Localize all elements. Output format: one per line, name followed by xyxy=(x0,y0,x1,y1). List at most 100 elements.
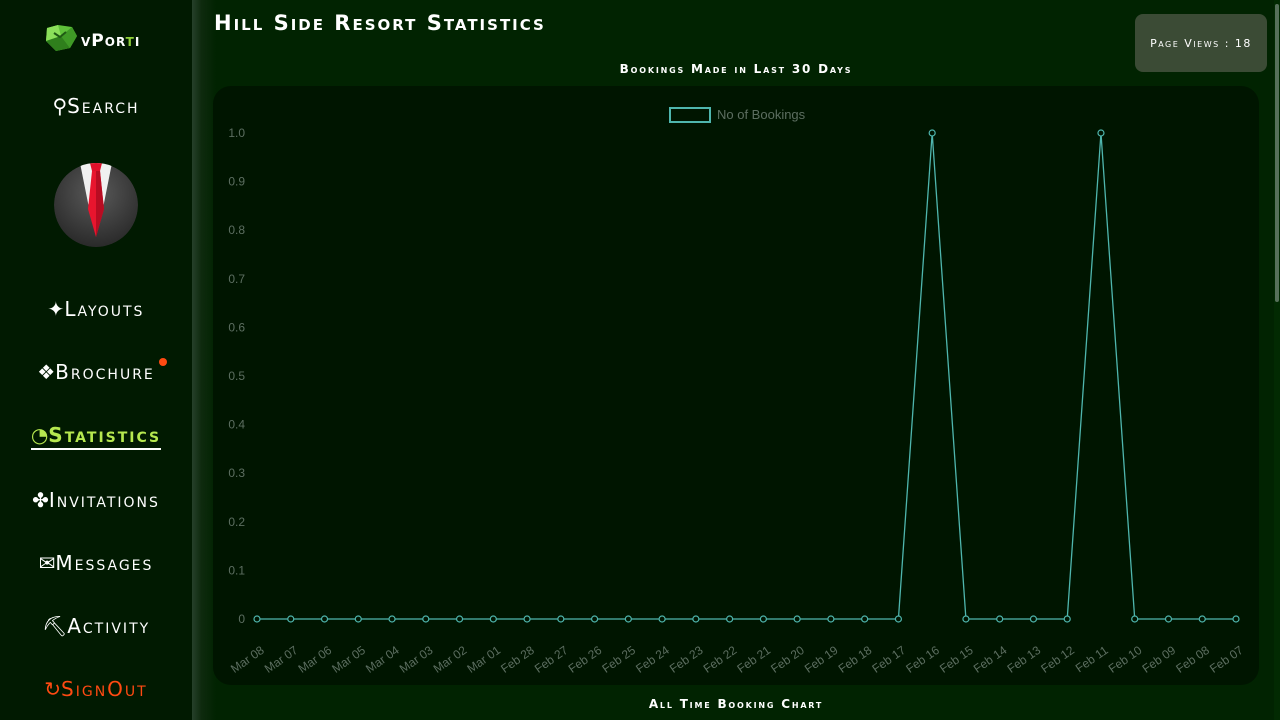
sidebar-item-search[interactable]: ⚲Search xyxy=(0,94,192,118)
data-point[interactable] xyxy=(692,615,700,623)
data-point[interactable] xyxy=(793,615,801,623)
x-tick-label: Feb 07 xyxy=(1207,643,1246,676)
data-point[interactable] xyxy=(253,615,261,623)
suit-avatar-icon xyxy=(54,163,138,247)
app-name: vPorti xyxy=(81,31,141,51)
data-point[interactable] xyxy=(320,615,329,623)
y-tick-label: 0 xyxy=(238,612,245,626)
x-tick-label: Feb 18 xyxy=(836,643,875,676)
x-tick-label: Mar 03 xyxy=(397,643,436,676)
y-tick-label: 0.6 xyxy=(228,320,245,334)
x-tick-label: Feb 20 xyxy=(768,643,807,676)
data-point[interactable] xyxy=(658,615,666,623)
gem-logo-icon xyxy=(46,25,77,51)
data-point[interactable] xyxy=(388,615,396,623)
x-tick-label: Mar 06 xyxy=(296,643,335,676)
scrollbar-thumb[interactable] xyxy=(1275,4,1279,302)
series-line xyxy=(257,132,1236,620)
data-point[interactable] xyxy=(1198,615,1206,623)
y-tick-label: 0.3 xyxy=(228,466,245,480)
sidebar-item-signout[interactable]: ↻SignOut xyxy=(0,677,192,701)
notification-dot xyxy=(159,358,167,366)
clover-icon: ✤ xyxy=(32,488,49,512)
x-tick-label: Feb 11 xyxy=(1073,643,1111,676)
bookings-chart-title: Bookings Made in Last 30 Days xyxy=(619,62,853,76)
x-tick-label: Feb 19 xyxy=(802,643,841,676)
data-point[interactable] xyxy=(1131,615,1139,623)
x-tick-label: Mar 05 xyxy=(329,643,368,676)
bookings-chart-panel: No of Bookings 0 0.1 0.2 0.3 0.4 0.5 0.6 0.7 0.8 0… xyxy=(213,86,1259,685)
sidebar-item-messages[interactable]: ✉Messages xyxy=(0,551,192,575)
legend-swatch xyxy=(669,107,711,123)
x-tick-label: Feb 16 xyxy=(903,643,942,676)
sidebar-item-label: Brochure xyxy=(55,360,155,384)
data-point[interactable] xyxy=(422,615,430,623)
x-tick-label: Mar 02 xyxy=(431,643,470,676)
app-logo[interactable]: vPorti xyxy=(44,20,140,56)
data-point[interactable] xyxy=(590,615,599,623)
x-tick-label: Feb 09 xyxy=(1140,643,1179,676)
search-icon: ⚲ xyxy=(52,94,68,118)
envelope-icon: ✉ xyxy=(38,551,56,575)
data-point[interactable] xyxy=(1232,615,1240,623)
data-point[interactable] xyxy=(928,129,936,137)
data-point[interactable] xyxy=(557,615,565,623)
y-tick-label: 0.8 xyxy=(228,223,245,237)
sidebar-item-label: SignOut xyxy=(61,677,148,701)
avatar[interactable] xyxy=(54,163,138,247)
y-tick-label: 0.5 xyxy=(228,369,245,383)
pickaxe-icon: ⛏ xyxy=(41,614,68,638)
sidebar-item-layouts[interactable]: ✦Layouts xyxy=(0,297,192,321)
x-tick-label: Feb 10 xyxy=(1106,643,1145,676)
y-tick-label: 0.1 xyxy=(228,563,245,577)
y-tick-label: 1.0 xyxy=(228,126,245,140)
data-point[interactable] xyxy=(287,615,295,623)
data-point[interactable] xyxy=(455,615,464,623)
scrollbar-track[interactable] xyxy=(1274,0,1280,720)
pie-chart-icon: ◔ xyxy=(30,423,49,447)
data-point[interactable] xyxy=(861,615,869,623)
data-point[interactable] xyxy=(624,615,632,623)
sidebar-item-brochure[interactable]: ❖Brochure xyxy=(0,360,192,384)
x-tick-label: Feb 24 xyxy=(633,643,672,676)
sidebar-item-statistics[interactable]: ◔Statistics xyxy=(0,423,192,450)
data-point[interactable] xyxy=(354,615,362,623)
all-time-chart-title: All Time Booking Chart xyxy=(648,697,824,711)
x-tick-label: Feb 08 xyxy=(1173,643,1212,676)
data-point[interactable] xyxy=(1164,615,1173,623)
data-point[interactable] xyxy=(1097,129,1105,137)
sidebar-item-label: Activity xyxy=(67,614,151,638)
legend-label: No of Bookings xyxy=(717,107,806,122)
x-tick-label: Feb 27 xyxy=(532,643,571,676)
x-tick-label: Feb 26 xyxy=(566,643,605,676)
y-tick-label: 0.4 xyxy=(228,418,245,432)
x-tick-label: Feb 21 xyxy=(734,643,773,676)
data-point[interactable] xyxy=(726,615,734,623)
data-point[interactable] xyxy=(962,615,970,623)
x-tick-label: Feb 23 xyxy=(667,643,706,676)
y-tick-label: 0.7 xyxy=(228,272,245,286)
diamond-cluster-icon: ❖ xyxy=(37,360,56,384)
data-point[interactable] xyxy=(759,615,767,623)
data-point[interactable] xyxy=(996,615,1004,623)
data-point[interactable] xyxy=(894,615,903,623)
x-tick-label: Feb 12 xyxy=(1038,643,1077,676)
data-point[interactable] xyxy=(489,615,497,623)
data-point[interactable] xyxy=(523,615,531,623)
x-tick-label: Feb 28 xyxy=(498,643,537,676)
data-point[interactable] xyxy=(1029,615,1038,623)
x-tick-label: Mar 04 xyxy=(363,643,402,676)
data-point[interactable] xyxy=(1063,615,1071,623)
y-tick-label: 0.9 xyxy=(228,175,245,189)
sidebar-item-activity[interactable]: ⛏Activity xyxy=(0,614,192,638)
data-point[interactable] xyxy=(827,615,835,623)
sidebar-item-invitations[interactable]: ✤Invitations xyxy=(0,488,192,512)
sidebar-item-label: Search xyxy=(67,94,140,118)
x-tick-label: Feb 15 xyxy=(937,643,976,676)
sidebar-item-label: Messages xyxy=(55,551,154,575)
y-tick-label: 0.2 xyxy=(228,515,245,529)
sparkle-icon: ✦ xyxy=(47,297,65,321)
x-tick-label: Feb 14 xyxy=(971,643,1010,676)
bookings-line-chart: No of Bookings 0 0.1 0.2 0.3 0.4 0.5 0.6 0.7 0.8 0… xyxy=(228,107,1246,676)
chart-legend[interactable]: No of Bookings xyxy=(669,107,806,123)
